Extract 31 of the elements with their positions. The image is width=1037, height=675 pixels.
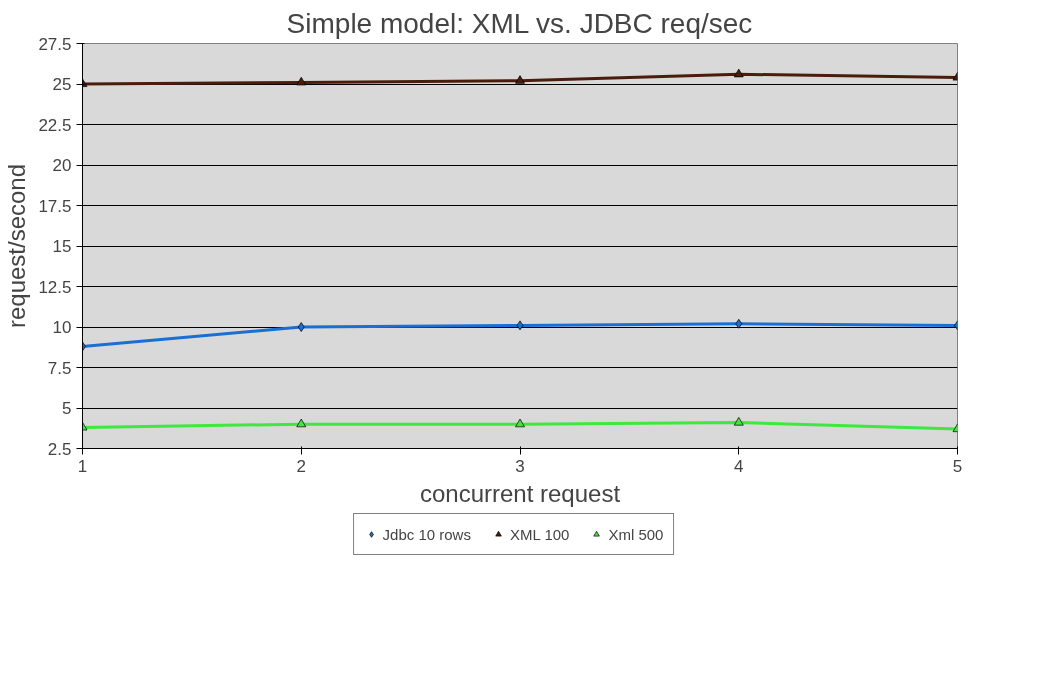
- y-tick-label: 20: [52, 156, 72, 175]
- point: [733, 417, 744, 426]
- legend-label: Xml 500: [608, 525, 664, 543]
- x-tick-label: 4: [734, 456, 744, 476]
- y-tick-label: 10: [52, 318, 72, 337]
- y-tick-label: 27.5: [38, 34, 72, 54]
- x-tick-label: 1: [77, 456, 88, 476]
- point: [297, 322, 305, 332]
- legend-label: Jdbc 10 rows: [382, 525, 471, 543]
- point: [515, 418, 525, 428]
- y-tick-label: 17.5: [38, 196, 72, 216]
- y-tick-label: 15: [52, 237, 72, 256]
- y-tick-label: 7.5: [47, 358, 72, 378]
- y-tick-label: 2.5: [47, 439, 72, 459]
- y-tick-label: 12.5: [38, 277, 72, 297]
- point: [296, 76, 307, 86]
- legend-label: XML 100: [509, 525, 570, 543]
- y-tick-label: 25: [52, 75, 72, 94]
- point: [515, 75, 525, 84]
- y-axis-title: request/second: [3, 163, 31, 329]
- chart-title: Simple model: XML vs. JDBC req/sec: [286, 7, 753, 39]
- y-tick-label: 5: [62, 399, 72, 418]
- point: [733, 68, 744, 78]
- x-tick-label: 2: [296, 456, 306, 476]
- point: [735, 318, 743, 329]
- x-tick-label: 3: [515, 456, 525, 476]
- point: [516, 320, 524, 331]
- point: [296, 418, 307, 428]
- y-tick-label: 22.5: [38, 115, 72, 135]
- x-tick-label: 5: [952, 456, 963, 476]
- x-axis-title: concurrent request: [419, 479, 621, 507]
